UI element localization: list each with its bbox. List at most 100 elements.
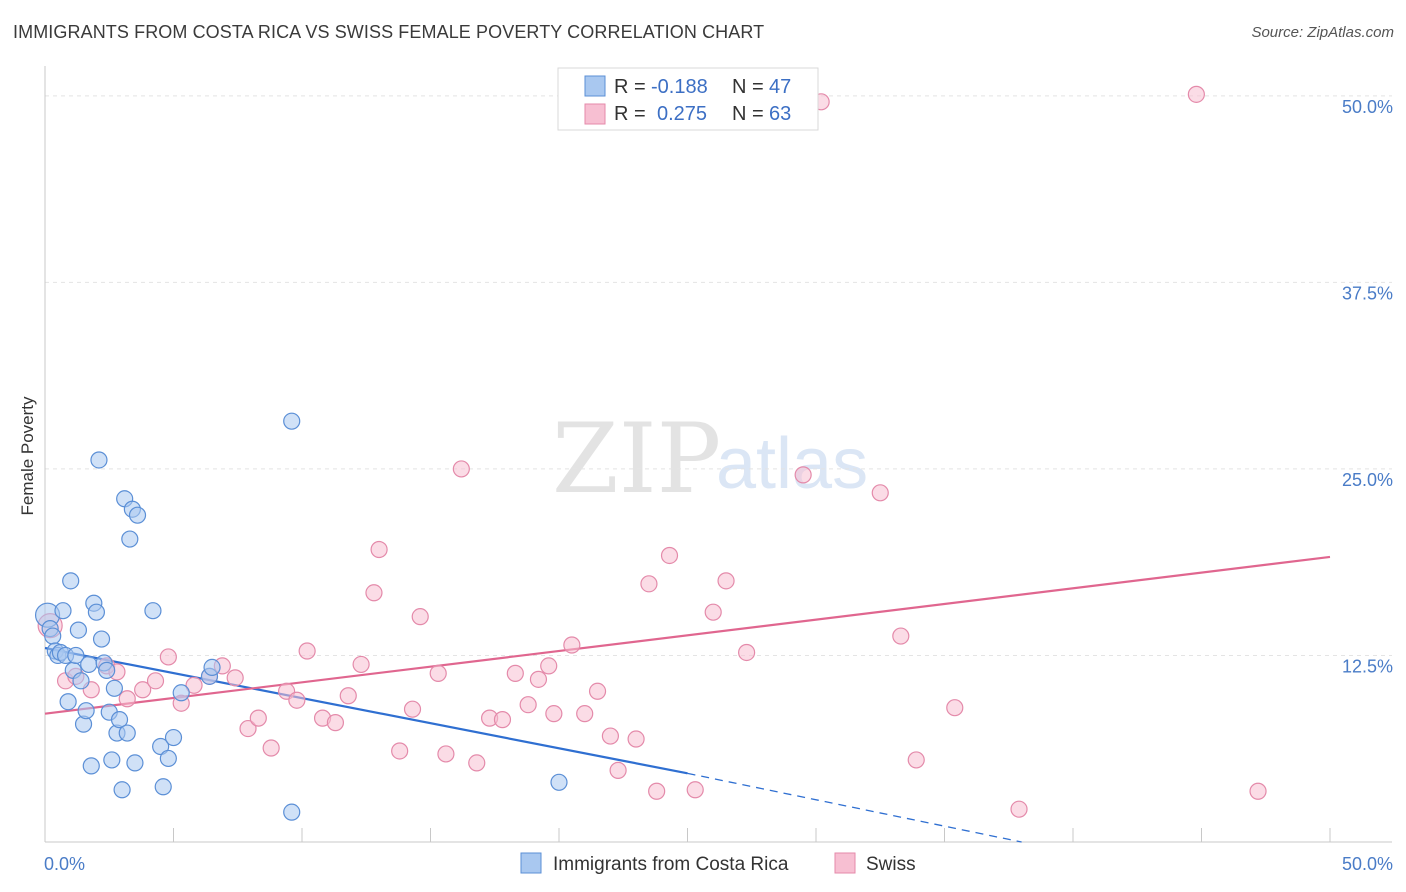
y-tick-label: 50.0% (1342, 97, 1393, 117)
costa-rica-point (118, 724, 136, 742)
swiss-point (370, 540, 388, 559)
costa-rica-point (98, 661, 116, 679)
y-axis-label: Female Poverty (18, 396, 37, 516)
source-credit: Source: ZipAtlas.com (1251, 24, 1394, 41)
swiss-point (493, 711, 512, 729)
swiss-point (946, 699, 964, 717)
bottom-legend-swatch-blue (520, 852, 542, 874)
swiss-point (118, 690, 136, 708)
swiss-point (640, 575, 658, 593)
costa-rica-point (80, 655, 98, 674)
costa-rica-point (62, 572, 80, 590)
y-tick-label: 25.0% (1342, 470, 1393, 490)
legend-r-label-1: R = (614, 76, 646, 98)
costa-rica-point (92, 630, 111, 648)
legend-n-label-1: N = (732, 76, 764, 98)
swiss-point (298, 642, 316, 660)
legend-n-label-2: N = (732, 103, 764, 125)
swiss-point (609, 761, 627, 779)
watermark-zip: ZIP (552, 403, 721, 515)
costa-rica-point (77, 702, 95, 720)
swiss-point (411, 608, 429, 626)
costa-rica-point (110, 711, 129, 729)
swiss-point (365, 584, 383, 602)
legend-swatch-pink (584, 103, 606, 125)
bottom-legend-swatch-pink (834, 852, 856, 874)
swiss-point (738, 643, 756, 662)
costa-rica-point (69, 621, 88, 639)
costa-rica-trend-line (44, 646, 688, 775)
costa-rica-point (113, 781, 131, 799)
costa-rica-point (283, 412, 301, 430)
swiss-point (134, 681, 152, 699)
bottom-legend: Immigrants from Costa Rica Swiss (520, 852, 916, 875)
swiss-point (437, 745, 455, 763)
swiss-point (391, 742, 409, 760)
x-tick-label-min: 0.0% (44, 854, 85, 874)
tick-labels: 12.5% 25.0% 37.5% 50.0% 0.0% 50.0% (44, 97, 1393, 874)
costa-rica-point (90, 451, 108, 469)
chart-title: IMMIGRANTS FROM COSTA RICA VS SWISS FEMA… (13, 22, 765, 42)
swiss-point (529, 670, 548, 688)
costa-rica-point (105, 679, 123, 697)
costa-rica-point (172, 684, 190, 702)
legend-n-value-2: 63 (769, 103, 791, 125)
costa-rica-point (164, 728, 183, 747)
swiss-point (545, 705, 563, 723)
costa-rica-point (44, 627, 62, 645)
y-tick-label: 37.5% (1342, 283, 1393, 303)
bottom-legend-label-1: Immigrants from Costa Rica (553, 854, 789, 875)
legend-swatch-blue (584, 75, 606, 97)
costa-rica-point (152, 737, 170, 756)
swiss-point (588, 682, 607, 700)
costa-rica-trend-extension (687, 772, 1022, 843)
swiss-point (627, 730, 645, 748)
costa-rica-point (203, 658, 221, 677)
costa-rica-point (59, 693, 77, 711)
swiss-point (892, 627, 910, 645)
x-tick-label-max: 50.0% (1342, 854, 1393, 874)
swiss-point (794, 466, 812, 484)
swiss-point (249, 709, 267, 727)
swiss-point (704, 603, 722, 621)
swiss-point (262, 739, 280, 757)
costa-rica-point (54, 602, 72, 620)
costa-rica-point (67, 646, 85, 665)
swiss-point (226, 669, 244, 687)
swiss-point (452, 460, 470, 478)
swiss-point (907, 751, 925, 769)
swiss-point (1249, 782, 1267, 800)
costa-rica-point (103, 751, 121, 769)
swiss-point (326, 714, 345, 732)
swiss-point (563, 636, 581, 654)
swiss-point (686, 781, 704, 799)
swiss-point (403, 700, 422, 718)
swiss-point (519, 696, 537, 714)
costa-rica-point (72, 672, 90, 690)
gridlines (45, 95, 1392, 656)
swiss-point (506, 664, 524, 682)
swiss-point (660, 546, 679, 565)
swiss-point (648, 782, 666, 800)
swiss-point (239, 719, 257, 738)
swiss-point (601, 727, 620, 745)
legend-r-value-1: -0.188 (651, 76, 708, 98)
trend-lines (44, 555, 1331, 843)
legend-r-label-2: R = (614, 103, 646, 125)
swiss-point (352, 655, 370, 674)
swiss-point (185, 676, 203, 694)
swiss-point (146, 672, 165, 690)
costa-rica-point (144, 602, 162, 620)
swiss-point (429, 664, 447, 682)
legend-n-value-1: 47 (769, 76, 791, 98)
costa-rica-point (128, 506, 147, 524)
swiss-point (576, 705, 594, 723)
costa-rica-point (126, 754, 144, 772)
watermark-atlas: atlas (716, 424, 868, 504)
costa-rica-point (87, 603, 106, 621)
costa-rica-point (154, 778, 172, 796)
swiss-point (1187, 85, 1205, 103)
costa-rica-point (121, 530, 139, 548)
costa-rica-point (550, 773, 568, 791)
